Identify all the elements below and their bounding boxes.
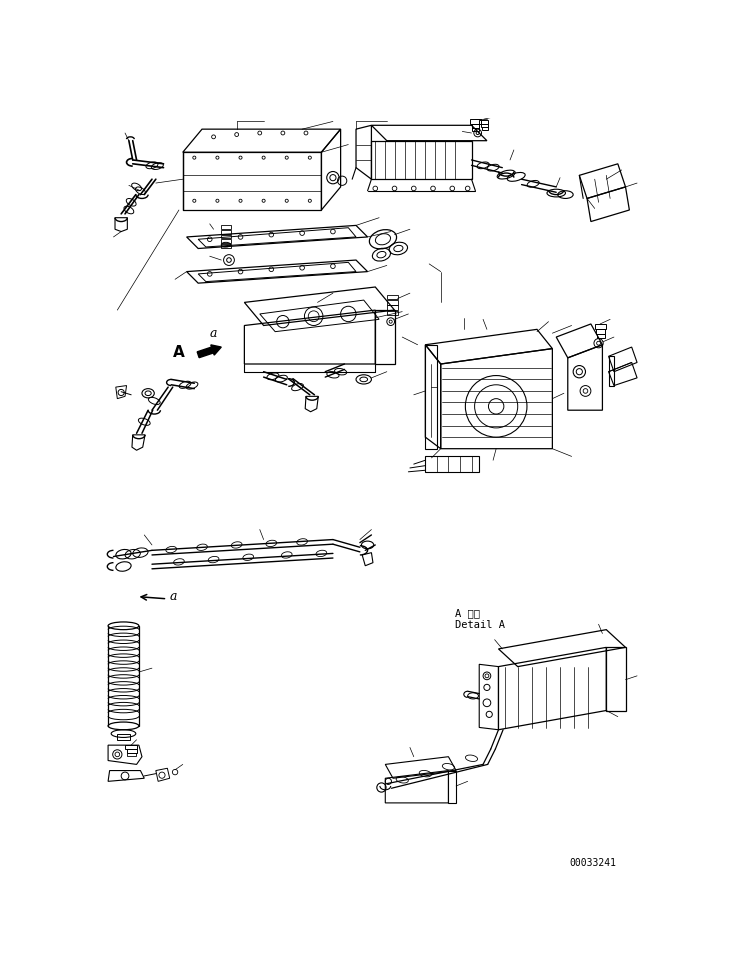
Bar bbox=[221, 239, 231, 243]
Bar bbox=[597, 334, 605, 338]
Bar bbox=[470, 120, 481, 123]
Bar bbox=[479, 120, 488, 123]
Bar bbox=[472, 127, 479, 130]
Bar bbox=[481, 123, 488, 126]
Bar bbox=[471, 123, 479, 127]
Bar bbox=[125, 745, 137, 749]
Bar bbox=[386, 306, 398, 310]
Bar bbox=[221, 230, 231, 234]
Bar bbox=[482, 126, 488, 130]
Text: a: a bbox=[210, 326, 217, 340]
Bar bbox=[386, 300, 398, 305]
Bar bbox=[118, 734, 129, 740]
Text: A: A bbox=[173, 345, 185, 360]
Bar bbox=[386, 311, 398, 316]
Bar bbox=[595, 324, 605, 329]
Text: A 詳細
Detail A: A 詳細 Detail A bbox=[454, 608, 505, 630]
Bar bbox=[221, 225, 231, 229]
Bar bbox=[127, 753, 136, 756]
Bar bbox=[126, 749, 137, 753]
Bar bbox=[221, 234, 231, 238]
Bar bbox=[221, 244, 231, 248]
FancyArrow shape bbox=[197, 345, 221, 358]
Bar bbox=[386, 295, 398, 299]
Text: 00033241: 00033241 bbox=[570, 858, 616, 868]
Bar bbox=[596, 329, 605, 334]
Text: a: a bbox=[170, 590, 177, 603]
